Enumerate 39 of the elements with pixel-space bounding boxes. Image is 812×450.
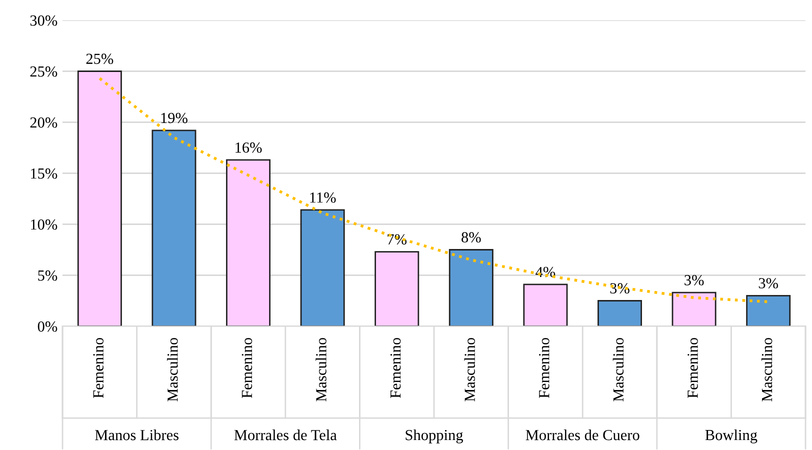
y-tick-label: 10% <box>31 219 58 230</box>
text: Morrales de Cuero <box>526 429 640 440</box>
y-tick-label: 15% <box>31 168 58 179</box>
x-tick-label: Masculino <box>612 338 624 402</box>
y-tick-label: 25% <box>30 66 58 77</box>
data-label: 3% <box>758 278 778 288</box>
data-label: 3% <box>684 275 704 286</box>
x-tick-label: Femenino <box>539 338 550 398</box>
x-tick-label: Femenino <box>93 338 104 398</box>
bar <box>448 249 494 326</box>
text: Manos Libres <box>95 429 178 440</box>
bar <box>598 300 642 326</box>
x-tick-label: Masculino <box>761 338 772 402</box>
y-tick-label: 30% <box>30 15 58 26</box>
bar <box>672 292 716 326</box>
x-tick-label: Femenino <box>688 338 698 398</box>
x-tick-label: Masculino <box>464 338 475 402</box>
bar <box>77 70 122 326</box>
x-tick-label: Femenino <box>242 338 252 398</box>
bar <box>226 159 271 326</box>
data-label: 8% <box>462 232 481 243</box>
bar <box>152 130 196 326</box>
y-tick-label: 20% <box>30 117 58 128</box>
text: Bowling <box>705 429 758 444</box>
bar <box>300 209 345 326</box>
y-tick-label: 5% <box>38 270 58 281</box>
data-label: 11% <box>310 192 336 203</box>
x-tick-label: Masculino <box>167 338 178 402</box>
data-label: 19% <box>161 112 188 124</box>
bar <box>746 294 791 326</box>
text: Shopping <box>406 429 464 444</box>
bar <box>374 251 420 326</box>
x-tick-label: Masculino <box>316 338 326 402</box>
y-tick-label: 0% <box>38 321 58 332</box>
data-label: 16% <box>236 142 262 153</box>
x-tick-label: Femenino <box>390 338 401 398</box>
bar <box>523 284 568 326</box>
text: Morrales de Tela <box>234 429 337 440</box>
data-label: 25% <box>86 54 114 64</box>
